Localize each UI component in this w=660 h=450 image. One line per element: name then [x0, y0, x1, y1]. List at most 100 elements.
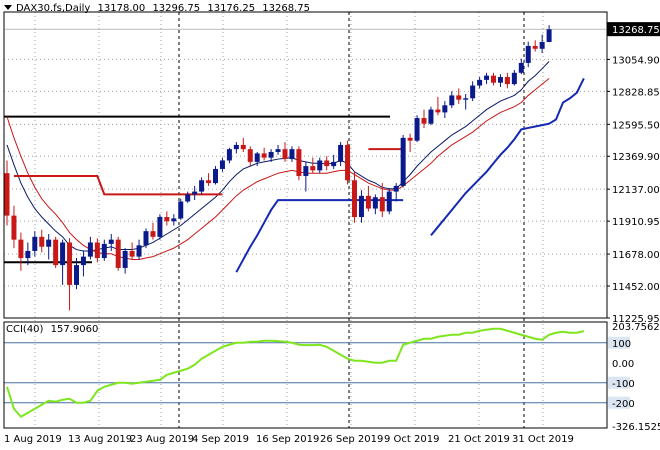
candle	[206, 173, 212, 186]
cci-tick-label: 203.7562	[612, 322, 660, 333]
candle-body	[94, 242, 100, 259]
candle	[101, 239, 107, 261]
candle-body	[143, 231, 149, 246]
candle	[219, 157, 225, 172]
candle	[108, 234, 114, 251]
candle-body	[157, 217, 163, 237]
candles	[4, 25, 552, 311]
candle	[67, 238, 73, 311]
candle	[282, 142, 288, 162]
candle	[324, 156, 330, 171]
candle-body	[546, 29, 552, 42]
cci-level-tag	[608, 396, 630, 409]
candle	[171, 214, 177, 226]
candle-body	[331, 161, 337, 167]
current-price-tag	[607, 22, 660, 37]
candle-body	[213, 168, 218, 184]
candle-body	[310, 166, 316, 171]
candle-body	[345, 144, 351, 181]
candle	[518, 58, 524, 75]
candle	[358, 190, 364, 223]
candle-body	[11, 215, 17, 240]
candle	[4, 160, 10, 226]
cci-value: 157.9060	[50, 324, 99, 335]
cci-header: CCI(40) 157.9060	[6, 324, 102, 335]
candle	[497, 74, 503, 87]
candle-body	[171, 218, 177, 222]
x-tick-label: 1 Aug 2019	[4, 434, 62, 445]
candle	[60, 239, 66, 285]
candle	[525, 41, 531, 68]
candle-body	[80, 256, 86, 266]
y-tick-label: 12595.50	[612, 120, 660, 131]
cci-level-tag	[608, 336, 630, 349]
candle-body	[407, 137, 413, 141]
candle	[442, 101, 448, 119]
x-tick-label: 21 Oct 2019	[448, 434, 510, 445]
candle	[456, 88, 462, 104]
candle	[386, 188, 392, 215]
candle	[32, 231, 38, 257]
current-price-label: 13268.75	[612, 25, 660, 36]
candle-body	[400, 137, 406, 186]
candle	[532, 40, 538, 52]
candle-body	[484, 75, 490, 80]
candle-body	[4, 173, 10, 216]
candle	[491, 72, 496, 86]
candle-body	[463, 98, 469, 100]
candle-body	[525, 45, 531, 63]
y-tick-label: 12137.00	[612, 185, 660, 196]
candle	[504, 72, 510, 89]
candle-body	[282, 149, 288, 160]
candle-body	[358, 195, 364, 218]
candle-body	[25, 250, 31, 259]
candle-body	[254, 153, 260, 162]
candle-body	[108, 239, 114, 244]
candle-body	[129, 250, 135, 257]
candle-body	[532, 45, 538, 49]
candle	[94, 238, 100, 263]
candle-body	[324, 160, 330, 167]
candle-body	[122, 250, 128, 268]
y-tick-label: 12369.90	[612, 152, 660, 163]
candle-body	[379, 197, 385, 212]
cci-pane-frame	[3, 321, 608, 429]
candle	[546, 25, 552, 43]
candle-body	[393, 185, 399, 192]
candle	[150, 222, 156, 240]
candle	[80, 250, 86, 277]
candle	[477, 77, 483, 89]
dropdown-triangle-icon[interactable]	[4, 5, 12, 10]
candle-body	[60, 242, 66, 266]
x-tick-label: 16 Sep 2019	[256, 434, 319, 445]
candle	[345, 140, 351, 185]
y-tick-label: 12828.85	[612, 87, 660, 98]
candle	[414, 115, 420, 143]
candle	[331, 154, 337, 169]
x-tick-label: 9 Oct 2019	[384, 434, 439, 445]
candle	[233, 142, 239, 154]
candle	[365, 185, 371, 212]
candle	[268, 149, 274, 162]
candle	[379, 183, 385, 218]
candle	[393, 183, 399, 202]
cci-label: CCI(40)	[6, 324, 44, 335]
candle	[317, 157, 323, 174]
candle-body	[456, 95, 462, 100]
candle-body	[365, 195, 371, 209]
candle-body	[449, 95, 455, 106]
candle	[164, 211, 170, 226]
cci-indicator	[4, 327, 607, 419]
y-tick-label: 11225.95	[612, 314, 660, 325]
candle	[25, 242, 31, 266]
candle-body	[32, 236, 38, 251]
cci-tick-label: -100	[612, 379, 635, 390]
candle	[261, 147, 267, 161]
candle-body	[338, 144, 344, 162]
horizontal-levels	[4, 115, 390, 264]
y-tick-label: 11452.00	[612, 282, 660, 293]
candle	[129, 242, 135, 260]
trailing-stop-red	[13, 175, 223, 196]
candle-body	[317, 160, 323, 171]
